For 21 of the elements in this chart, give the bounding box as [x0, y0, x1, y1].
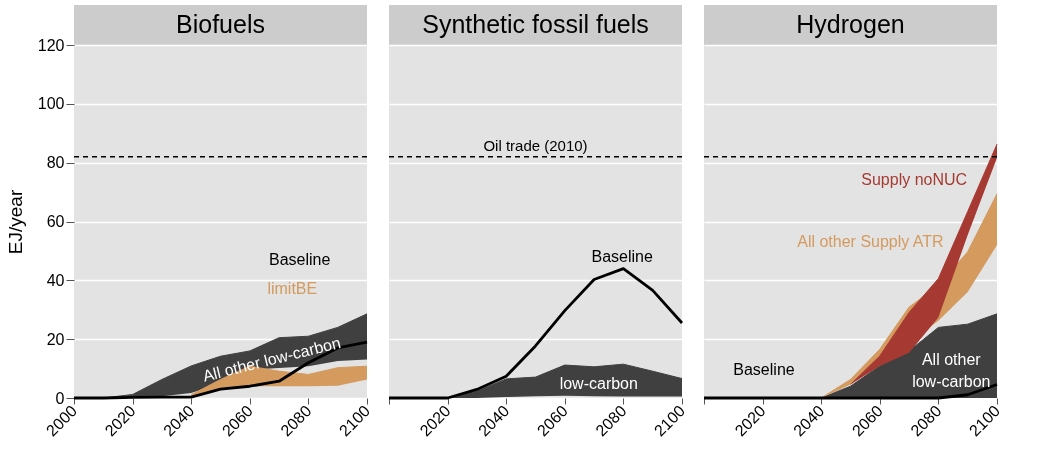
- y-tick-label: 20: [46, 330, 65, 348]
- chart-title: Hydrogen: [796, 10, 905, 38]
- series-label: All other Supply ATR: [797, 233, 944, 251]
- ref-line-label: Oil trade (2010): [483, 136, 588, 154]
- y-tick-label: 100: [37, 95, 65, 113]
- series-label: Supply noNUC: [861, 171, 968, 189]
- y-tick-label: 80: [46, 154, 65, 172]
- chart-title: Biofuels: [176, 10, 265, 38]
- series-label: All other low-carbon: [912, 350, 991, 390]
- y-tick-label: 0: [55, 389, 65, 407]
- text: All other low-carbon: [200, 333, 343, 385]
- text: limitBE: [267, 280, 318, 298]
- text: Baseline: [269, 250, 331, 268]
- y-tick-label: 40: [46, 271, 65, 289]
- series-label: Baseline: [733, 361, 795, 379]
- chart-title: Synthetic fossil fuels: [422, 10, 649, 38]
- y-tick-label: 60: [46, 213, 65, 230]
- y-axis-title: EJ/year: [4, 189, 26, 255]
- y-tick-label: 120: [37, 36, 65, 54]
- series-label: Baseline: [591, 247, 654, 265]
- series-label: low-carbon: [559, 374, 638, 392]
